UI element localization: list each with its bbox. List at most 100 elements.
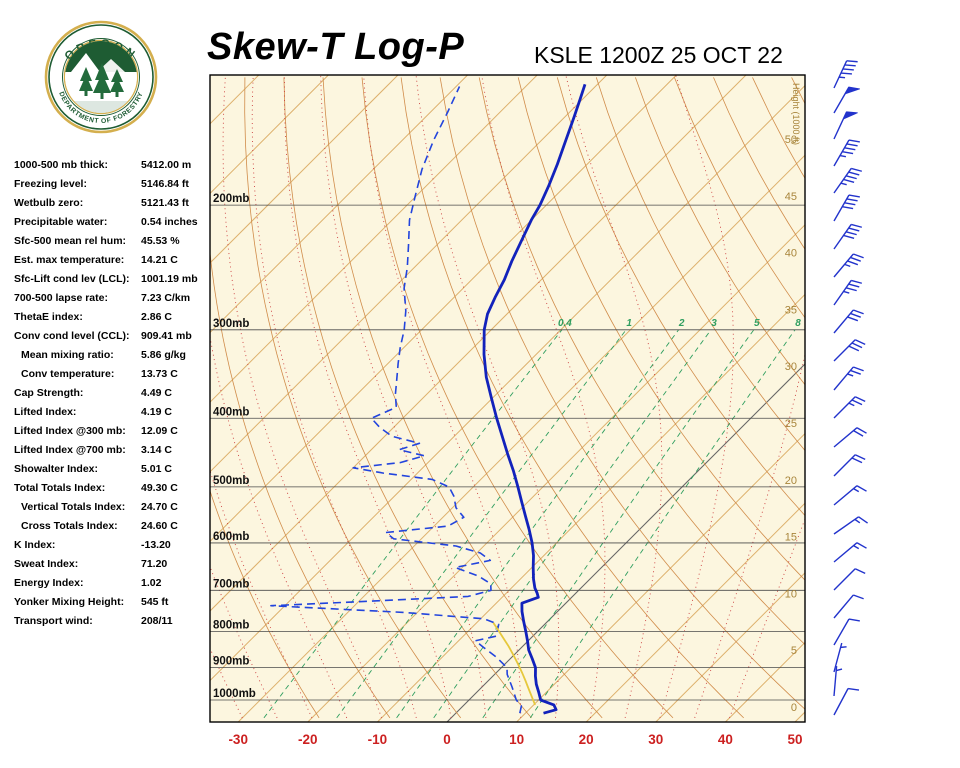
height-tick-label: 35: [785, 304, 797, 316]
pressure-label: 400mb: [213, 406, 249, 418]
index-label: Wetbulb zero:: [14, 197, 84, 209]
height-tick-label: 45: [785, 191, 797, 203]
pressure-label: 300mb: [213, 318, 249, 330]
height-axis-label: Height (1000 ft): [791, 83, 801, 145]
index-label: Precipitable water:: [14, 216, 108, 228]
mixing-ratio-label: 2: [678, 318, 685, 329]
pressure-label: 500mb: [213, 475, 249, 487]
mixing-ratio-label: 8: [795, 318, 801, 329]
pressure-label: 800mb: [213, 619, 249, 631]
temp-axis-label: -20: [298, 732, 318, 747]
dry-adiabat-line: [439, 77, 805, 710]
mixing-ratio-line: [396, 329, 679, 719]
index-row: Mean mixing ratio: 5.86 g/kg: [14, 346, 212, 365]
isotherm-line: [585, 502, 805, 722]
odf-logo-graphic: OREGON DEPARTMENT OF FORESTRY: [44, 20, 158, 134]
index-row: Sfc-500 mean rel hum: 45.53 %: [14, 232, 212, 251]
wind-barb: [833, 194, 860, 222]
isotherm-line: [655, 572, 805, 722]
index-value: -13.20: [141, 539, 171, 551]
wind-barb: [833, 396, 866, 419]
isotherm-line: [210, 75, 329, 195]
wind-barb: [833, 139, 860, 167]
wind-barb: [833, 618, 860, 646]
mixing-ratio-line: [433, 329, 712, 719]
wind-barb: [833, 111, 858, 140]
index-value: 5.01 C: [141, 463, 172, 475]
index-row: Freezing level: 5146.84 ft: [14, 175, 212, 194]
chart-border: [209, 74, 806, 723]
height-tick-label: 50: [785, 134, 797, 146]
wind-barb: [833, 594, 864, 619]
wind-barb: [833, 366, 864, 391]
index-label: 1000-500 mb thick:: [14, 159, 108, 171]
isotherm-line: [210, 75, 608, 473]
pressure-label: 200mb: [213, 193, 249, 205]
index-value: 49.30 C: [141, 482, 178, 494]
index-value: 13.73 C: [141, 368, 178, 380]
dry-adiabat-line: [210, 249, 391, 719]
index-row: Precipitable water: 0.54 inches: [14, 213, 212, 232]
index-row: Transport wind: 208/11: [14, 612, 212, 631]
pressure-label: 700mb: [213, 578, 249, 590]
wind-barb: [833, 427, 867, 448]
parcel-trace: [492, 622, 536, 706]
wind-barb: [833, 60, 858, 89]
height-tick-label: 25: [785, 418, 797, 430]
index-row: Energy Index: 1.02: [14, 574, 212, 593]
dry-adiabat-line: [556, 77, 805, 517]
dry-adiabat-line: [948, 77, 960, 718]
index-value: 5412.00 m: [141, 159, 192, 171]
station-info: KSLE 1200Z 25 OCT 22: [534, 42, 783, 68]
wind-barb: [833, 568, 866, 591]
index-label: Energy Index:: [14, 577, 84, 589]
temp-axis-label: 30: [648, 732, 663, 747]
height-tick-label: 20: [785, 475, 797, 487]
temp-axis-label: 10: [509, 732, 524, 747]
index-value: 3.14 C: [141, 444, 172, 456]
dry-adiabat-line: [322, 77, 603, 719]
dry-adiabat-line: [791, 77, 805, 105]
index-value: 1001.19 mb: [141, 273, 198, 285]
isotherm-line: [210, 75, 747, 612]
dry-adiabat-line: [517, 77, 805, 581]
mixing-ratio-label: 3: [711, 318, 717, 329]
index-label: Cap Strength:: [14, 387, 84, 399]
height-tick-label: 30: [785, 361, 797, 373]
index-label: Total Totals Index:: [14, 482, 106, 494]
mixing-ratio-line: [263, 329, 563, 719]
index-value: 24.60 C: [141, 520, 178, 532]
index-label: Lifted Index @700 mb:: [14, 444, 126, 456]
index-row: Sfc-Lift cond lev (LCL): 1001.19 mb: [14, 270, 212, 289]
isotherm-line: [446, 363, 805, 722]
dry-adiabat-line: [909, 77, 960, 718]
index-label: Sfc-Lift cond lev (LCL):: [14, 273, 130, 285]
index-value: 71.20: [141, 558, 168, 570]
index-label: Freezing level:: [14, 178, 87, 190]
index-value: 5121.43 ft: [141, 197, 189, 209]
wind-barb: [833, 666, 843, 697]
mixing-ratio-line: [336, 329, 627, 719]
index-row: 700-500 lapse rate: 7.23 C/km: [14, 289, 212, 308]
index-value: 45.53 %: [141, 235, 180, 247]
temp-axis-label: 50: [787, 732, 802, 747]
height-tick-label: 5: [791, 645, 797, 657]
isotherm-line: [377, 293, 805, 722]
index-value: 24.70 C: [141, 501, 178, 513]
mixing-ratio-label: 0.4: [558, 318, 572, 329]
wind-barb: [833, 279, 863, 306]
moist-adiabat-line: [363, 75, 522, 718]
index-value: 5146.84 ft: [141, 178, 189, 190]
wind-barb: [833, 454, 866, 477]
dry-adiabat-line: [244, 77, 462, 719]
index-row: Conv cond level (CCL): 909.41 mb: [14, 327, 212, 346]
page-title: Skew-T Log-P: [207, 26, 465, 68]
index-value: 14.21 C: [141, 254, 178, 266]
wind-barb: [833, 687, 860, 716]
index-value: 545 ft: [141, 596, 169, 608]
index-row: Total Totals Index: 49.30 C: [14, 479, 212, 498]
index-row: Lifted Index: 4.19 C: [14, 403, 212, 422]
index-row: Vertical Totals Index: 24.70 C: [14, 498, 212, 517]
wind-barb: [833, 339, 866, 362]
index-label: 700-500 lapse rate:: [14, 292, 108, 304]
